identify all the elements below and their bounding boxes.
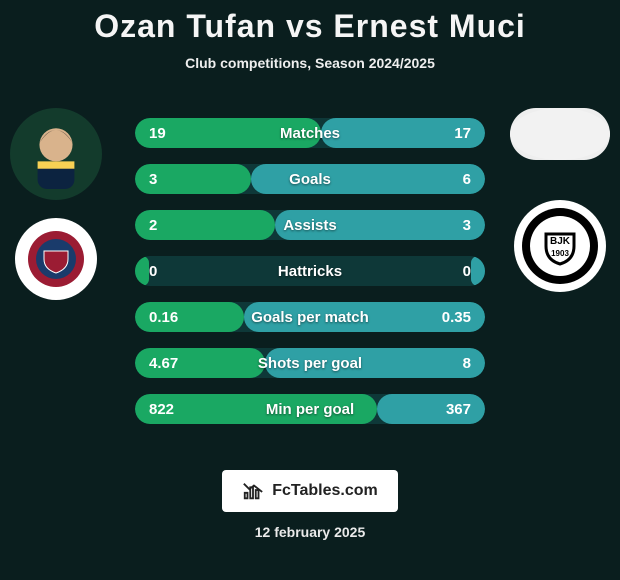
stat-row: 4.678Shots per goal [135,348,485,378]
stat-label: Matches [135,118,485,148]
page-title: Ozan Tufan vs Ernest Muci [0,8,620,45]
player-avatar-placeholder-icon [510,108,610,160]
club-year: 1903 [551,249,569,258]
stat-row: 36Goals [135,164,485,194]
page-subtitle: Club competitions, Season 2024/2025 [0,55,620,71]
club-abbr: BJK [550,236,571,247]
player-avatar-icon [10,108,102,200]
stat-label: Goals per match [135,302,485,332]
club-badge-icon [26,229,86,289]
player-right-column: BJK 1903 [510,100,610,292]
footer-date: 12 february 2025 [255,524,366,540]
player-right-avatar [510,108,610,160]
player-left-club [15,218,97,300]
chart-icon [242,480,264,502]
stat-row: 1917Matches [135,118,485,148]
brand-badge[interactable]: FcTables.com [222,470,398,512]
stats-table: 1917Matches 36Goals 23Assists 00Hattricks 0.… [135,118,485,440]
stat-row: 822367Min per goal [135,394,485,424]
stat-label: Hattricks [135,256,485,286]
club-badge-icon: BJK 1903 [520,206,600,286]
stat-label: Min per goal [135,394,485,424]
stat-label: Assists [135,210,485,240]
player-left-avatar [10,108,102,200]
player-right-club: BJK 1903 [514,200,606,292]
stat-row: 0.160.35Goals per match [135,302,485,332]
footer: FcTables.com 12 february 2025 [0,470,620,540]
stat-label: Goals [135,164,485,194]
stat-row: 00Hattricks [135,256,485,286]
player-left-column [10,100,102,300]
header: Ozan Tufan vs Ernest Muci Club competiti… [0,0,620,71]
stat-row: 23Assists [135,210,485,240]
stat-label: Shots per goal [135,348,485,378]
brand-label: FcTables.com [272,482,378,500]
